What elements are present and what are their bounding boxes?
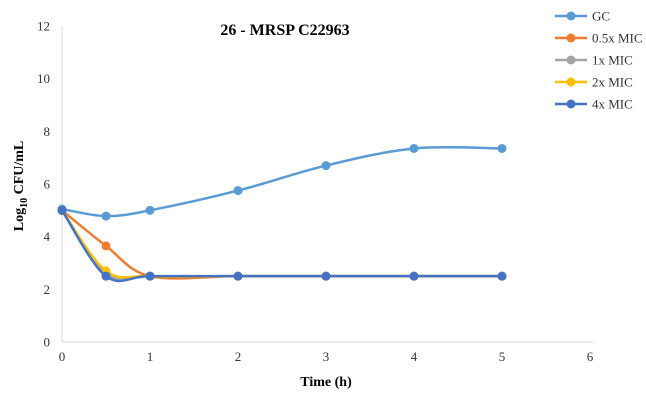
series-4x-mic <box>57 205 507 283</box>
series-0-5x-mic <box>57 205 507 281</box>
data-point <box>145 205 155 215</box>
x-tick-label: 6 <box>587 349 594 364</box>
data-point <box>101 211 111 221</box>
series-layer <box>57 143 507 283</box>
series-line <box>61 209 502 280</box>
data-point <box>409 143 419 153</box>
series-2x-mic <box>57 205 507 281</box>
data-point <box>101 271 111 281</box>
data-point <box>321 161 331 171</box>
legend-item: 2x MIC <box>555 75 633 90</box>
x-tick-label: 5 <box>499 349 506 364</box>
x-tick-label: 3 <box>323 349 330 364</box>
data-point <box>497 143 507 153</box>
series-gc <box>57 143 507 221</box>
y-axis-title-tail: CFU/mL <box>12 141 27 198</box>
y-tick-label: 8 <box>44 124 51 139</box>
y-tick-label: 6 <box>44 177 51 192</box>
series-line <box>60 209 502 283</box>
y-tick-label: 4 <box>44 229 51 244</box>
x-tick-label: 2 <box>235 349 242 364</box>
chart-title: 26 - MRSP C22963 <box>220 22 349 39</box>
data-point <box>145 271 155 281</box>
y-axis-title-subscript: 10 <box>19 198 30 208</box>
data-point <box>101 241 111 251</box>
legend-label: 2x MIC <box>592 75 633 90</box>
legend-item: 4x MIC <box>555 97 633 112</box>
legend-item: 0.5x MIC <box>555 31 643 46</box>
y-tick-label: 12 <box>37 19 50 34</box>
y-axis-title-main: Log <box>12 208 27 231</box>
x-tick-label: 4 <box>411 349 418 364</box>
legend-item: 1x MIC <box>555 53 633 68</box>
legend-swatch-marker <box>566 55 576 65</box>
series-line <box>61 145 503 218</box>
data-point <box>233 186 243 196</box>
legend-layer: GC 0.5x MIC 1x MIC 2x MIC 4x MIC <box>555 9 643 112</box>
data-point <box>409 271 419 281</box>
data-point <box>497 271 507 281</box>
y-tick-label: 0 <box>44 335 51 350</box>
legend-label: GC <box>592 9 610 24</box>
y-tick-label: 10 <box>37 71 50 86</box>
x-tick-label: 1 <box>147 349 154 364</box>
y-tick-label: 2 <box>44 282 51 297</box>
series-line <box>60 209 502 279</box>
data-point <box>233 271 243 281</box>
data-point <box>57 205 67 215</box>
axes-layer <box>61 26 593 343</box>
legend-label: 1x MIC <box>592 53 633 68</box>
x-tick-label: 0 <box>59 349 66 364</box>
series-line <box>60 209 502 281</box>
x-axis-title: Time (h) <box>300 375 352 390</box>
legend-swatch-marker <box>566 99 576 109</box>
legend-label: 0.5x MIC <box>592 31 643 46</box>
legend-swatch-marker <box>566 33 576 43</box>
legend-label: 4x MIC <box>592 97 633 112</box>
legend-swatch-marker <box>566 77 576 87</box>
data-point <box>321 271 331 281</box>
legend-item: GC <box>555 9 610 24</box>
series-1x-mic <box>57 205 507 281</box>
y-axis-title: Log10 CFU/mL <box>12 141 30 232</box>
legend-swatch-marker <box>566 11 576 21</box>
